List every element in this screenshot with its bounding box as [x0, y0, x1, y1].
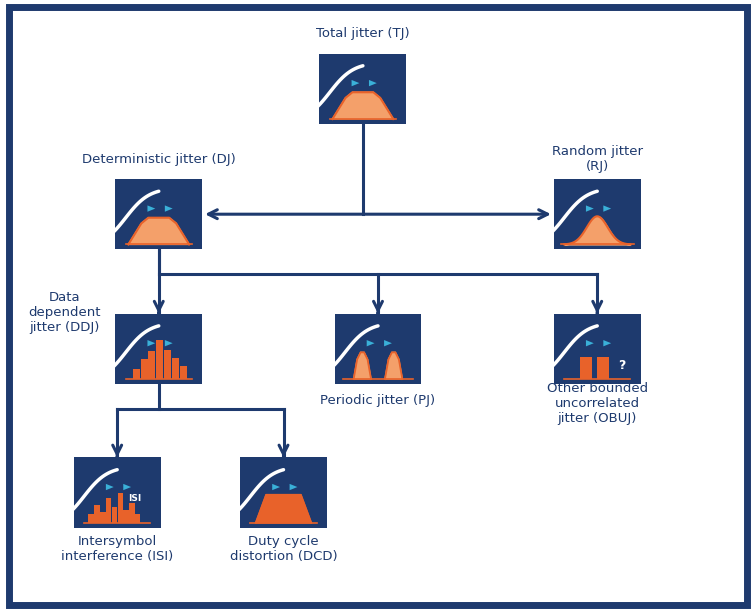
Polygon shape	[367, 340, 374, 346]
Polygon shape	[272, 484, 280, 490]
Bar	[115, 179, 203, 250]
Polygon shape	[123, 484, 131, 490]
Bar	[334, 313, 422, 384]
Polygon shape	[384, 340, 392, 346]
Bar	[597, 357, 609, 379]
Bar	[141, 359, 147, 379]
Bar	[553, 179, 641, 250]
Bar	[118, 493, 123, 523]
Polygon shape	[147, 340, 155, 346]
Text: Other bounded
uncorrelated
jitter (OBUJ): Other bounded uncorrelated jitter (OBUJ)	[547, 382, 648, 425]
Bar	[129, 503, 135, 523]
Bar	[123, 510, 129, 523]
Bar	[553, 313, 641, 384]
Text: Random jitter
(RJ): Random jitter (RJ)	[552, 145, 643, 173]
Bar	[74, 458, 161, 528]
Polygon shape	[586, 340, 593, 346]
Bar	[180, 367, 187, 379]
Polygon shape	[586, 206, 593, 212]
Polygon shape	[165, 340, 172, 346]
Polygon shape	[603, 340, 611, 346]
Bar	[164, 349, 171, 379]
Polygon shape	[165, 206, 172, 212]
Polygon shape	[129, 218, 189, 244]
Polygon shape	[603, 206, 611, 212]
Bar	[106, 498, 111, 523]
Text: Duty cycle
distortion (DCD): Duty cycle distortion (DCD)	[230, 535, 337, 563]
Bar	[100, 512, 106, 523]
Polygon shape	[354, 353, 371, 379]
Polygon shape	[290, 484, 297, 490]
Text: Total jitter (TJ): Total jitter (TJ)	[316, 27, 410, 40]
Bar	[94, 506, 100, 523]
Polygon shape	[333, 92, 393, 119]
Bar	[240, 458, 327, 528]
Bar	[580, 357, 592, 379]
Polygon shape	[385, 353, 402, 379]
Polygon shape	[369, 80, 376, 86]
Text: Deterministic jitter (DJ): Deterministic jitter (DJ)	[82, 152, 236, 166]
Polygon shape	[106, 484, 113, 490]
Bar	[319, 53, 407, 124]
Text: Periodic jitter (PJ): Periodic jitter (PJ)	[321, 394, 435, 408]
Text: Data
dependent
jitter (DDJ): Data dependent jitter (DDJ)	[28, 291, 101, 334]
Bar	[148, 351, 156, 379]
Text: ISI: ISI	[128, 494, 141, 503]
Bar	[133, 368, 140, 379]
Polygon shape	[352, 80, 359, 86]
Text: Intersymbol
interference (ISI): Intersymbol interference (ISI)	[61, 535, 173, 563]
Bar	[172, 358, 179, 379]
Polygon shape	[256, 494, 311, 523]
Bar	[112, 507, 117, 523]
Polygon shape	[147, 206, 155, 212]
Text: ?: ?	[618, 359, 625, 371]
Bar	[135, 515, 141, 523]
Bar	[156, 340, 163, 379]
Bar	[88, 515, 94, 523]
Bar	[115, 313, 203, 384]
